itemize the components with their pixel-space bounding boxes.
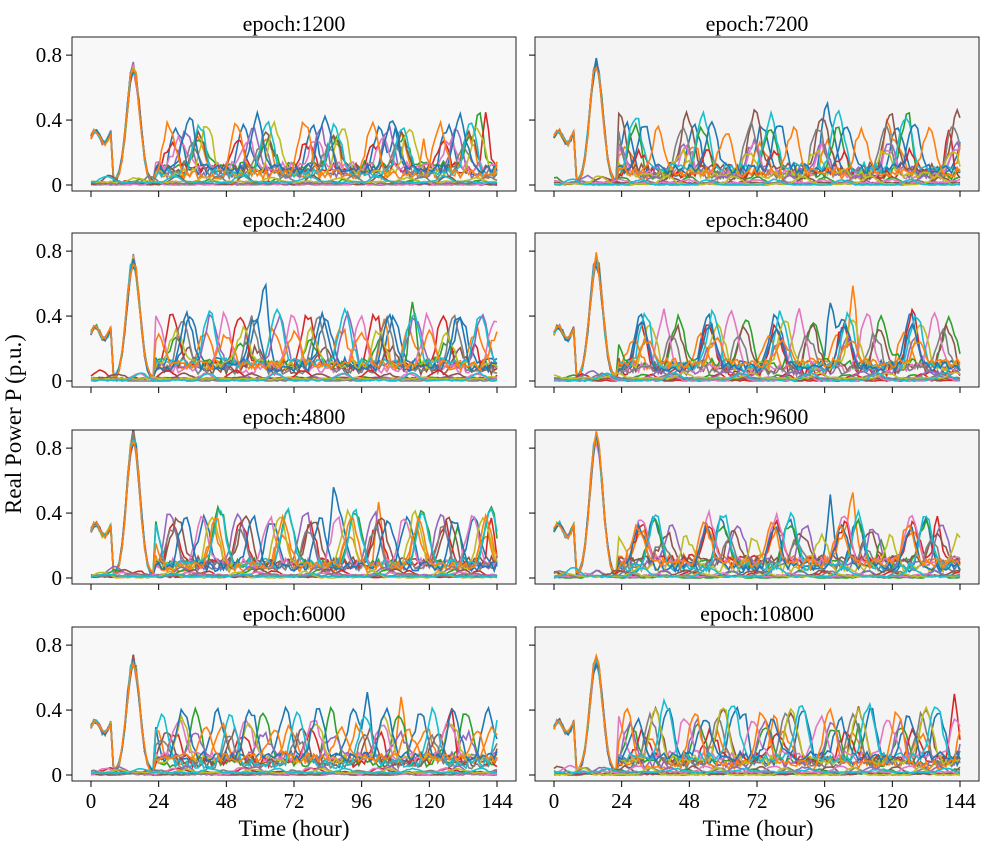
series-line: [553, 371, 961, 380]
series-line: [553, 766, 961, 776]
series-line: [90, 439, 498, 575]
series-line: [553, 66, 961, 185]
series-line: [90, 371, 498, 382]
series-line: [90, 375, 498, 381]
series-line: [90, 72, 498, 184]
y-tick-label: 0: [52, 763, 63, 787]
series-line: [90, 262, 498, 383]
series-line: [90, 255, 498, 382]
series-line: [553, 764, 961, 776]
x-tick-label: 120: [414, 789, 446, 813]
series-line: [554, 767, 961, 774]
subplot-title: epoch:1200: [243, 11, 346, 36]
series-line: [553, 254, 961, 380]
series-line: [553, 60, 961, 186]
subplot-title: epoch:2400: [243, 207, 346, 232]
series-line: [90, 261, 498, 382]
subplot-title: epoch:10800: [700, 601, 814, 626]
subplot-epoch-1200: epoch:1200 0 0.4 0.8: [36, 11, 517, 197]
y-tick-label: 0.8: [36, 239, 62, 263]
x-axis-label-right: Time (hour): [703, 816, 814, 841]
subplot-title: epoch:7200: [706, 11, 809, 36]
subplot-epoch-4800: epoch:4800 0 0.4 0.8: [36, 404, 517, 590]
series-line: [90, 174, 498, 186]
series-line: [553, 662, 961, 774]
series-line: [90, 659, 498, 777]
subplot-title: epoch:8400: [706, 207, 809, 232]
x-tick-label: 0: [549, 789, 560, 813]
series-line: [90, 442, 498, 579]
subplot-title: epoch:4800: [243, 404, 346, 429]
y-tick-label: 0.4: [36, 108, 63, 132]
series-line: [90, 658, 498, 774]
series-line: [90, 438, 498, 577]
x-tick-label: 72: [747, 789, 768, 813]
series-line: [553, 58, 961, 184]
series-line: [553, 61, 961, 184]
x-tick-label: 48: [679, 789, 700, 813]
series-line: [90, 174, 498, 184]
panel-grid: epoch:120000.40.8epoch:240000.40.8epoch:…: [36, 11, 980, 813]
y-tick-label: 0: [52, 566, 63, 590]
subplot-epoch-9600: epoch:9600: [529, 404, 980, 590]
series-line: [553, 178, 961, 186]
series-line: [90, 440, 498, 579]
series-line: [553, 569, 961, 579]
y-tick-label: 0.4: [36, 698, 63, 722]
y-tick-label: 0.8: [36, 633, 62, 657]
x-tick-label: 48: [216, 789, 237, 813]
x-tick-label: 144: [481, 789, 513, 813]
subplot-epoch-2400: epoch:2400 0 0.4 0.8: [36, 207, 517, 393]
series-line: [90, 768, 498, 776]
y-tick-label: 0.8: [36, 436, 62, 460]
subplot-epoch-7200: epoch:7200: [529, 11, 980, 197]
series-line: [553, 437, 961, 578]
series-line: [553, 768, 961, 776]
x-tick-label: 24: [611, 789, 633, 813]
series-line: [90, 658, 498, 776]
series-line: [90, 572, 498, 579]
series-line: [90, 68, 498, 184]
series-line: [553, 431, 961, 576]
x-tick-label: 120: [877, 789, 909, 813]
x-tick-label: 96: [814, 789, 835, 813]
x-tick-label: 0: [86, 789, 97, 813]
series-line: [553, 433, 961, 579]
y-tick-label: 0.8: [36, 43, 62, 67]
subplot-epoch-10800: epoch:10800 0 24 48 72 96 120 144: [529, 601, 980, 813]
series-line: [553, 178, 961, 185]
y-tick-label: 0: [52, 369, 63, 393]
series-line: [553, 371, 961, 382]
subplot-epoch-8400: epoch:8400: [529, 207, 980, 393]
series-line: [90, 369, 498, 381]
subplot-title: epoch:6000: [243, 601, 346, 626]
series-line: [90, 660, 498, 773]
x-tick-label: 72: [284, 789, 305, 813]
series-line: [553, 175, 961, 186]
x-tick-label: 144: [944, 789, 976, 813]
y-tick-label: 0.4: [36, 304, 63, 328]
series-line: [90, 68, 498, 184]
y-axis-label: Real Power P (p.u.): [1, 334, 26, 514]
series-line: [553, 566, 961, 578]
series-line: [90, 767, 498, 775]
subplot-epoch-6000: epoch:6000 0 0.4 0.8 0 24 48 72 96 120 144: [36, 601, 517, 813]
series-line: [90, 655, 498, 773]
subplot-title: epoch:9600: [706, 404, 809, 429]
series-line: [90, 258, 498, 379]
series-line: [553, 652, 961, 776]
x-tick-label: 96: [351, 789, 372, 813]
series-line: [553, 657, 961, 776]
series-line: [553, 569, 961, 578]
x-tick-label: 24: [148, 789, 170, 813]
y-tick-label: 0.4: [36, 501, 63, 525]
series-line: [553, 252, 961, 378]
series-line: [553, 258, 961, 382]
x-axis-label-left: Time (hour): [239, 816, 350, 841]
y-tick-label: 0: [52, 173, 63, 197]
